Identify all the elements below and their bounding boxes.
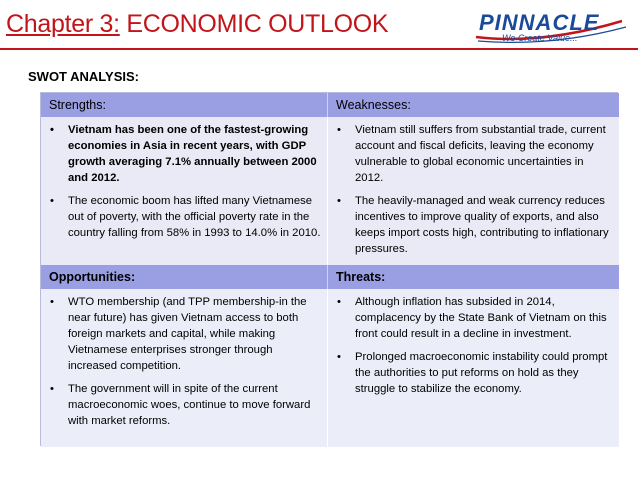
weakness-item: The heavily-managed and weak currency re… [334, 193, 613, 257]
threat-item: Prolonged macroeconomic instability coul… [334, 349, 613, 397]
logo-swoosh-icon [475, 19, 627, 43]
strengths-header: Strengths: [41, 93, 328, 117]
swot-heading: SWOT ANALYSIS: [28, 69, 139, 84]
threats-header: Threats: [328, 265, 619, 289]
strength-item: The economic boom has lifted many Vietna… [47, 193, 321, 241]
threats-cell: Although inflation has subsided in 2014,… [328, 289, 619, 447]
pinnacle-logo: PINNACLE We Create Value... [472, 7, 632, 47]
logo-wordmark: PINNACLE [479, 10, 600, 35]
logo-tagline: We Create Value... [502, 33, 578, 43]
opportunities-header: Opportunities: [41, 265, 328, 289]
strength-item: Vietnam has been one of the fastest-grow… [47, 122, 321, 186]
threat-item: Although inflation has subsided in 2014,… [334, 294, 613, 342]
opportunities-cell: WTO membership (and TPP membership-in th… [41, 289, 328, 447]
swot-table: Strengths: Weaknesses: Vietnam has been … [40, 92, 619, 447]
opportunity-item: The government will in spite of the curr… [47, 381, 321, 429]
chapter-label: Chapter 3: [6, 10, 120, 38]
title-text: ECONOMIC OUTLOOK [126, 10, 389, 38]
weakness-item: Vietnam still suffers from substantial t… [334, 122, 613, 186]
strengths-cell: Vietnam has been one of the fastest-grow… [41, 117, 328, 265]
weaknesses-cell: Vietnam still suffers from substantial t… [328, 117, 619, 265]
opportunity-item: WTO membership (and TPP membership-in th… [47, 294, 321, 374]
weaknesses-header: Weaknesses: [328, 93, 619, 117]
page-title: Chapter 3: ECONOMIC OUTLOOK [6, 10, 389, 39]
title-divider [0, 48, 638, 50]
